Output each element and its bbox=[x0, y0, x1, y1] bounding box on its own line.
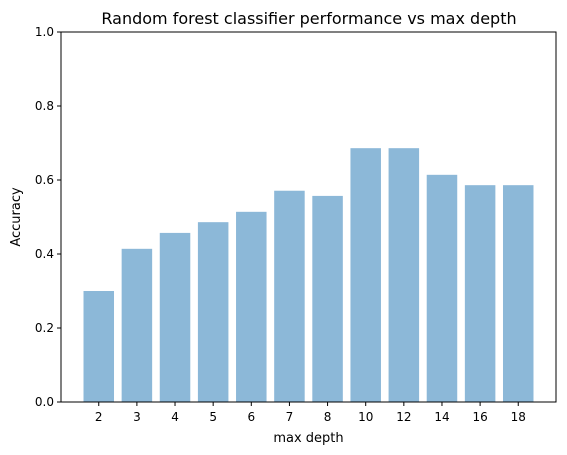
bar-8 bbox=[312, 195, 343, 402]
x-tick-label: 3 bbox=[133, 410, 141, 424]
x-tick-label: 4 bbox=[171, 410, 179, 424]
bar-16 bbox=[464, 185, 496, 402]
bar-12 bbox=[388, 148, 420, 402]
bar-6 bbox=[236, 211, 267, 402]
bar-7 bbox=[274, 190, 305, 402]
x-tick-label: 2 bbox=[95, 410, 103, 424]
bar-14 bbox=[426, 174, 458, 402]
y-tick-label: 0.4 bbox=[35, 247, 54, 261]
bar-3 bbox=[121, 248, 153, 402]
x-tick-label: 12 bbox=[396, 410, 411, 424]
plot-frame bbox=[60, 31, 557, 403]
x-tick-label: 7 bbox=[286, 410, 294, 424]
bar-18 bbox=[502, 185, 534, 402]
x-tick-label: 16 bbox=[472, 410, 487, 424]
bar-5 bbox=[197, 222, 229, 402]
y-tick-label: 0.6 bbox=[35, 173, 54, 187]
y-tick-label: 0.0 bbox=[35, 395, 54, 409]
y-axis-label: Accuracy bbox=[9, 187, 24, 247]
x-tick-label: 8 bbox=[324, 410, 332, 424]
y-tick-label: 0.8 bbox=[35, 99, 54, 113]
chart-title: Random forest classifier performance vs … bbox=[101, 9, 516, 28]
x-tick-label: 5 bbox=[209, 410, 217, 424]
y-tick-label: 0.2 bbox=[35, 321, 54, 335]
x-tick-label: 10 bbox=[358, 410, 373, 424]
x-tick-label: 6 bbox=[247, 410, 255, 424]
bars-group bbox=[83, 148, 534, 402]
x-axis-ticks: 2 3 4 5 6 7 8 10 12 14 16 18 bbox=[95, 402, 526, 424]
x-axis-label: max depth bbox=[273, 431, 343, 446]
x-tick-label: 14 bbox=[434, 410, 449, 424]
y-axis-ticks: 0.0 0.2 0.4 0.6 0.8 1.0 bbox=[35, 25, 61, 409]
x-tick-label: 18 bbox=[511, 410, 526, 424]
bar-4 bbox=[159, 232, 191, 402]
y-tick-label: 1.0 bbox=[35, 25, 54, 39]
bar-2 bbox=[83, 291, 115, 402]
bar-10 bbox=[350, 148, 381, 402]
